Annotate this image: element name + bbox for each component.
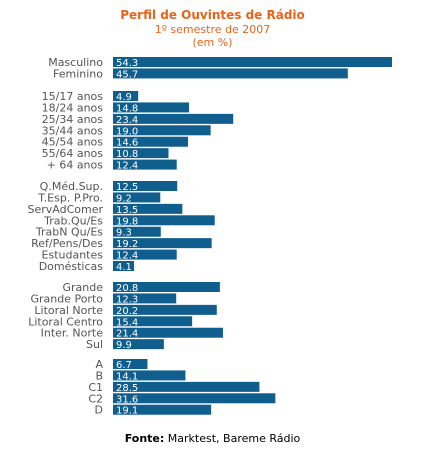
bar-servadcomer <box>113 203 183 214</box>
value-label-litoral-norte: 20.2 <box>116 306 138 317</box>
value-label-sul: 9.9 <box>116 340 132 351</box>
category-label-55-64-anos: 55/64 anos <box>42 147 104 160</box>
footer-text: Marktest, Bareme Rádio <box>167 432 301 445</box>
value-label-64-anos: 12.4 <box>116 161 138 172</box>
bar-a <box>113 359 148 369</box>
category-label-64-anos: + 64 anos <box>47 159 104 172</box>
value-label-55-64-anos: 10.8 <box>116 149 138 160</box>
category-label-c2: C2 <box>88 392 103 405</box>
category-label-grande: Grande <box>62 281 103 294</box>
value-label-q-m-d-sup: 12.5 <box>116 182 138 193</box>
bar-t-esp-p-pro <box>113 192 161 203</box>
footer-label: Fonte: <box>124 432 165 445</box>
bar-grande-porto <box>113 293 177 304</box>
category-label-a: A <box>95 358 103 371</box>
value-label-feminino: 45.7 <box>116 69 138 80</box>
value-label-25-34-anos: 23.4 <box>116 115 138 126</box>
value-label-grande: 20.8 <box>116 283 138 294</box>
bar-trab-qu-es <box>113 215 215 226</box>
bar-d <box>113 404 212 415</box>
category-label-c1: C1 <box>88 381 103 394</box>
category-label-35-44-anos: 35/44 anos <box>42 124 104 137</box>
category-label-18-24-anos: 18/24 anos <box>42 101 104 114</box>
value-label-ref-pens-des: 19.2 <box>116 239 138 250</box>
bar-ref-pens-des <box>113 238 212 249</box>
category-label-sul: Sul <box>86 338 103 351</box>
bar-litoral-centro <box>113 316 193 327</box>
value-label-estudantes: 12.4 <box>116 251 138 262</box>
bar-sul <box>113 339 164 350</box>
bar-inter-norte <box>113 327 223 338</box>
bar-25-34-anos <box>113 113 234 124</box>
bar-35-44-anos <box>113 125 211 136</box>
category-label-t-esp-p-pro: T.Esp. P.Pro. <box>37 191 103 204</box>
value-label-c2: 31.6 <box>116 394 138 405</box>
category-label-inter-norte: Inter. Norte <box>41 327 104 340</box>
category-label-servadcomer: ServAdComer <box>27 203 103 216</box>
category-label-litoral-centro: Litoral Centro <box>28 315 103 328</box>
value-label-15-17-anos: 4.9 <box>116 92 132 103</box>
bar-dom-sticas <box>113 261 135 272</box>
bar-c1 <box>113 381 260 392</box>
category-label-trab-qu-es: Trab.Qu/Es <box>43 214 103 227</box>
source-footer: Fonte: Marktest, Bareme Rádio <box>0 432 425 445</box>
bar-feminino <box>113 68 348 79</box>
bar-b <box>113 370 186 381</box>
bar-c2 <box>113 393 276 404</box>
value-label-trabn-qu-es: 9.3 <box>116 228 132 239</box>
value-label-b: 14.1 <box>116 371 138 382</box>
category-label-b: B <box>95 369 103 382</box>
value-label-inter-norte: 21.4 <box>116 329 138 340</box>
bar-grande <box>113 282 220 292</box>
bar-15-17-anos <box>113 91 139 101</box>
category-label-25-34-anos: 25/34 anos <box>42 113 104 126</box>
category-label-d: D <box>95 404 103 417</box>
bar-45-54-anos <box>113 136 189 147</box>
category-label-15-17-anos: 15/17 anos <box>42 90 104 103</box>
value-label-c1: 28.5 <box>116 383 138 394</box>
value-label-litoral-centro: 15.4 <box>116 317 138 328</box>
value-label-dom-sticas: 4.1 <box>116 262 132 273</box>
value-label-a: 6.7 <box>116 360 132 371</box>
chart-title: Perfil de Ouvintes de Rádio <box>120 8 305 22</box>
value-label-45-54-anos: 14.6 <box>116 138 138 149</box>
value-label-masculino: 54.3 <box>116 58 138 69</box>
chart-subtitle-line-1: 1º semestre de 2007 <box>154 23 271 36</box>
category-label-litoral-norte: Litoral Norte <box>34 304 103 317</box>
category-label-45-54-anos: 45/54 anos <box>42 136 104 149</box>
value-label-35-44-anos: 19.0 <box>116 126 138 137</box>
value-label-grande-porto: 12.3 <box>116 294 138 305</box>
category-label-masculino: Masculino <box>48 56 103 69</box>
bar-q-m-d-sup <box>113 181 178 191</box>
bar-estudantes <box>113 249 177 260</box>
category-label-q-m-d-sup: Q.Méd.Sup. <box>40 180 103 193</box>
category-label-grande-porto: Grande Porto <box>30 292 103 305</box>
value-label-trab-qu-es: 19.8 <box>116 216 138 227</box>
category-label-ref-pens-des: Ref/Pens/Des <box>31 237 103 250</box>
value-label-18-24-anos: 14.8 <box>116 103 138 114</box>
bar-masculino <box>113 57 392 67</box>
category-label-dom-sticas: Domésticas <box>39 260 104 273</box>
category-label-feminino: Feminino <box>53 67 103 80</box>
value-label-d: 19.1 <box>116 406 138 417</box>
chart-subtitle-line-2: (em %) <box>192 36 233 49</box>
bar-64-anos <box>113 159 177 170</box>
category-label-estudantes: Estudantes <box>42 249 104 262</box>
category-label-trabn-qu-es: TrabN Qu/Es <box>35 226 103 239</box>
bar-litoral-norte <box>113 304 217 315</box>
value-label-t-esp-p-pro: 9.2 <box>116 193 132 204</box>
bar-18-24-anos <box>113 102 190 113</box>
bar-trabn-qu-es <box>113 226 161 237</box>
bar-55-64-anos <box>113 148 169 159</box>
value-label-servadcomer: 13.5 <box>116 205 138 216</box>
